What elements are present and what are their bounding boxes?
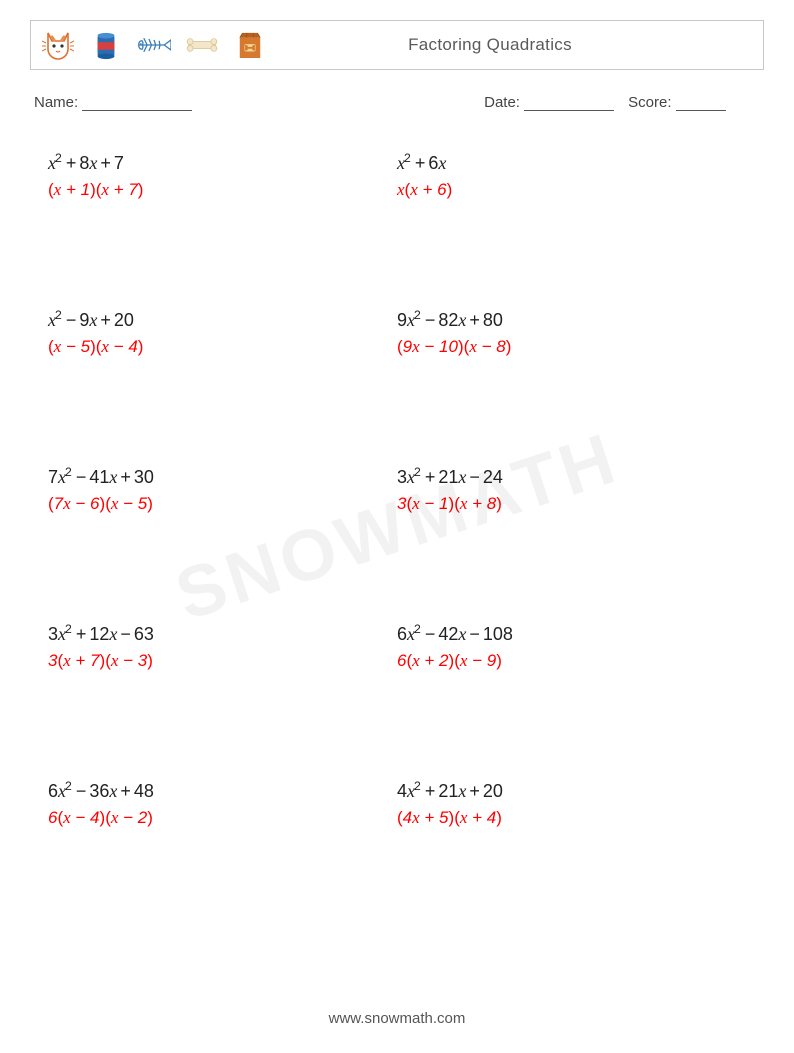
problem-row: x2−9x+20 (x − 5)(x − 4)9x2−82x+80 (9x − 10… [48, 308, 746, 357]
score-field: Score: [628, 94, 726, 111]
problem-cell: x2−9x+20 (x − 5)(x − 4) [48, 308, 397, 357]
problem-cell: 7x2−41x+30 (7x − 6)(x − 5) [48, 465, 397, 514]
problem-question: x2+6x [397, 151, 746, 174]
problem-answer: 6(x + 2)(x − 9) [397, 651, 746, 671]
worksheet-page: SNOWMATH [0, 0, 794, 1053]
bone-icon [185, 28, 219, 62]
problem-question: 7x2−41x+30 [48, 465, 397, 488]
problem-question: 6x2−36x+48 [48, 779, 397, 802]
problem-cell: x2+8x+7 (x + 1)(x + 7) [48, 151, 397, 200]
name-blank[interactable] [82, 95, 192, 112]
problem-question: x2−9x+20 [48, 308, 397, 331]
problem-question: 6x2−42x−108 [397, 622, 746, 645]
problem-cell: 6x2−36x+48 6(x − 4)(x − 2) [48, 779, 397, 828]
problem-answer: 3(x + 7)(x − 3) [48, 651, 397, 671]
worksheet-title: Factoring Quadratics [267, 35, 753, 55]
problem-row: 3x2+12x−63 3(x + 7)(x − 3)6x2−42x−108 6(x … [48, 622, 746, 671]
problem-answer: (x + 1)(x + 7) [48, 180, 397, 200]
problem-answer: (x − 5)(x − 4) [48, 337, 397, 357]
problem-row: 6x2−36x+48 6(x − 4)(x − 2)4x2+21x+20 (4x +… [48, 779, 746, 828]
problem-cell: 9x2−82x+80 (9x − 10)(x − 8) [397, 308, 746, 357]
problem-question: 9x2−82x+80 [397, 308, 746, 331]
problem-cell: 6x2−42x−108 6(x + 2)(x − 9) [397, 622, 746, 671]
problem-question: 4x2+21x+20 [397, 779, 746, 802]
can-icon [89, 28, 123, 62]
problem-question: 3x2+12x−63 [48, 622, 397, 645]
date-label: Date: [484, 94, 520, 111]
problem-question: 3x2+21x−24 [397, 465, 746, 488]
problem-question: x2+8x+7 [48, 151, 397, 174]
fishbone-icon [137, 28, 171, 62]
problem-cell: 3x2+21x−24 3(x − 1)(x + 8) [397, 465, 746, 514]
problem-answer: x(x + 6) [397, 180, 746, 200]
problem-row: 7x2−41x+30 (7x − 6)(x − 5)3x2+21x−24 3(x −… [48, 465, 746, 514]
problem-answer: (7x − 6)(x − 5) [48, 494, 397, 514]
problems-grid: x2+8x+7 (x + 1)(x + 7)x2+6x x(x + 6) x2−9x+… [30, 151, 764, 828]
problem-answer: 6(x − 4)(x − 2) [48, 808, 397, 828]
problem-answer: (4x + 5)(x + 4) [397, 808, 746, 828]
problem-cell: x2+6x x(x + 6) [397, 151, 746, 200]
score-blank[interactable] [676, 95, 726, 112]
header-icons [41, 28, 267, 62]
date-blank[interactable] [524, 95, 614, 112]
treat-bag-icon [233, 28, 267, 62]
problem-row: x2+8x+7 (x + 1)(x + 7)x2+6x x(x + 6) [48, 151, 746, 200]
header-box: Factoring Quadratics [30, 20, 764, 70]
problem-cell: 3x2+12x−63 3(x + 7)(x − 3) [48, 622, 397, 671]
problem-answer: (9x − 10)(x − 8) [397, 337, 746, 357]
footer-url: www.snowmath.com [0, 1010, 794, 1027]
date-field: Date: [484, 94, 614, 111]
meta-row: Name: Date: Score: [30, 94, 764, 111]
problem-answer: 3(x − 1)(x + 8) [397, 494, 746, 514]
cat-icon [41, 28, 75, 62]
problem-cell: 4x2+21x+20 (4x + 5)(x + 4) [397, 779, 746, 828]
name-label: Name: [34, 94, 78, 111]
score-label: Score: [628, 94, 671, 111]
name-field: Name: [34, 94, 484, 111]
